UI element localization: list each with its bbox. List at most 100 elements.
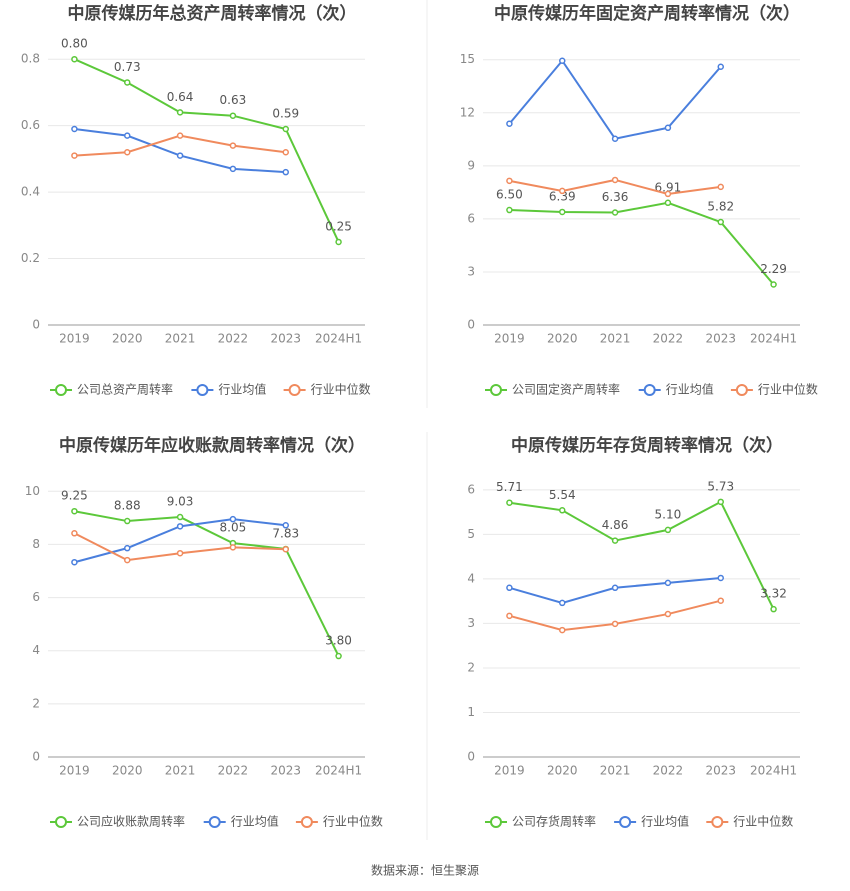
point [611,584,619,592]
legend-marker [711,816,724,828]
point [124,517,131,525]
point [717,597,724,604]
point [506,120,513,127]
point [124,79,131,86]
legend-label: 公司应收账款周转率 [77,814,185,829]
x-tick-label: 2020 [112,764,143,778]
legend-marker [208,816,221,828]
point [282,125,289,133]
y-tick-label: 9 [467,158,475,172]
point [282,522,289,529]
point [506,206,513,214]
series-line [508,59,722,140]
point [559,187,566,195]
x-tick-label: 2020 [547,332,578,346]
point [611,176,619,184]
x-tick-label: 2023 [705,764,736,778]
legend-marker [643,384,656,396]
point [176,132,184,139]
y-tick-label: 6 [467,211,475,225]
point [611,135,619,143]
x-tick-label: 2021 [600,332,631,346]
legend-label: 公司总资产周转率 [77,382,173,397]
data-label: 7.83 [272,526,299,540]
legend-marker [300,816,313,828]
y-tick-label: 0 [32,318,40,332]
point [717,574,724,582]
y-tick-label: 0.6 [21,118,40,132]
point [229,515,237,523]
chart-title: 中原传媒历年固定资产周转率情况（次） [494,3,800,24]
chart-title: 中原传媒历年总资产周转率情况（次） [68,3,357,24]
x-tick-label: 2024H1 [315,764,362,778]
legend-marker [55,384,67,396]
x-tick-label: 2024H1 [315,332,362,346]
point [176,549,184,557]
y-tick-label: 10 [25,484,40,498]
x-tick-label: 2020 [112,332,143,346]
series-line [74,58,340,243]
point [229,544,237,551]
data-label: 8.88 [114,499,141,513]
legend-marker [619,816,632,828]
point [506,584,513,592]
point [506,499,513,506]
x-tick-label: 2022 [653,332,684,346]
point [71,125,78,133]
legend-label: 公司固定资产周转率 [512,382,620,397]
legend-label: 行业均值 [231,814,279,829]
point [124,132,131,139]
data-label: 6.91 [655,180,682,194]
x-tick-label: 2023 [270,332,301,346]
point [664,199,672,207]
point [71,530,78,537]
point [229,112,237,119]
point [71,558,78,566]
legend-marker [490,384,502,396]
point [664,124,672,132]
data-label: 0.64 [167,90,194,104]
data-label: 0.63 [220,93,247,107]
data-label: 6.36 [602,190,629,204]
x-tick-label: 2021 [165,332,196,346]
y-tick-label: 0 [467,750,475,764]
data-label: 3.80 [325,634,352,648]
point [664,526,672,534]
point [124,148,131,156]
point [282,148,289,156]
y-tick-label: 5 [467,527,475,541]
point [664,579,672,587]
data-label: 3.32 [760,587,787,601]
x-tick-label: 2023 [705,332,736,346]
y-tick-label: 15 [460,52,475,66]
y-tick-label: 2 [32,696,40,710]
data-label: 9.25 [61,489,88,503]
y-tick-label: 8 [32,537,40,551]
point [611,537,619,544]
point [124,556,131,564]
point [664,610,672,618]
y-tick-label: 3 [467,264,475,278]
data-label: 9.03 [167,495,194,509]
point [559,57,566,64]
y-tick-label: 12 [460,105,475,119]
legend-label: 行业均值 [218,382,266,397]
x-tick-label: 2024H1 [750,332,797,346]
point [611,209,619,216]
series-line [74,510,340,657]
point [664,190,672,198]
x-tick-label: 2019 [59,332,90,346]
data-label: 5.10 [655,507,682,521]
y-tick-label: 4 [32,643,40,657]
x-tick-label: 2019 [59,764,90,778]
data-label: 5.71 [496,480,523,494]
x-tick-label: 2019 [494,332,525,346]
legend-label: 行业中位数 [758,382,818,397]
data-label: 0.25 [325,219,352,233]
data-label: 5.82 [707,200,734,214]
y-tick-label: 4 [467,571,475,585]
point [717,498,724,506]
legend-marker [55,816,67,828]
x-tick-label: 2022 [218,332,249,346]
